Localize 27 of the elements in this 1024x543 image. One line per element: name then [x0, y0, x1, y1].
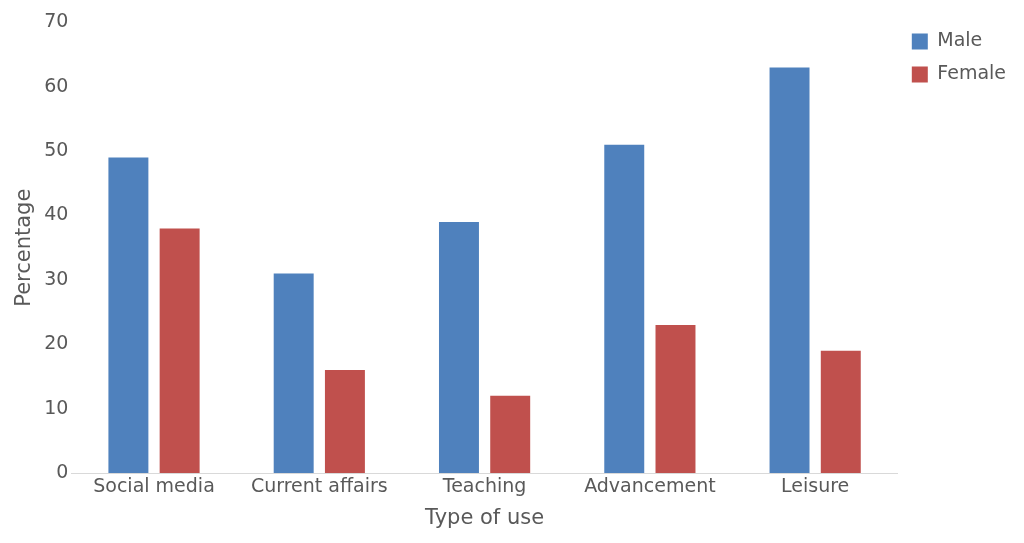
x-tick-label: Current affairs — [250, 474, 388, 497]
bar — [438, 221, 479, 473]
bar — [108, 157, 149, 473]
y-axis-title: Percentage — [11, 188, 36, 307]
bar — [324, 370, 365, 473]
y-tick-label: 10 — [44, 395, 69, 418]
x-axis-title: Type of use — [424, 504, 545, 529]
y-tick-label: 0 — [56, 459, 69, 482]
bar — [769, 67, 810, 473]
bar — [655, 324, 696, 473]
y-tick-label: 70 — [44, 9, 69, 32]
y-tick-label: 50 — [44, 138, 69, 161]
x-tick-label: Leisure — [781, 474, 850, 497]
y-tick-label: 60 — [44, 73, 69, 96]
bar — [490, 395, 531, 473]
x-tick-label: Social media — [93, 474, 215, 497]
y-tick-label: 20 — [44, 331, 69, 354]
y-tick-label: 30 — [44, 266, 69, 289]
bar — [820, 350, 861, 473]
bar — [159, 228, 200, 473]
bar — [273, 273, 314, 473]
legend-label: Female — [937, 61, 1006, 84]
x-tick-label: Teaching — [441, 474, 527, 497]
legend-label: Male — [937, 28, 983, 51]
x-tick-label: Advancement — [584, 474, 716, 497]
y-tick-label: 40 — [44, 202, 69, 225]
bar — [604, 144, 645, 473]
